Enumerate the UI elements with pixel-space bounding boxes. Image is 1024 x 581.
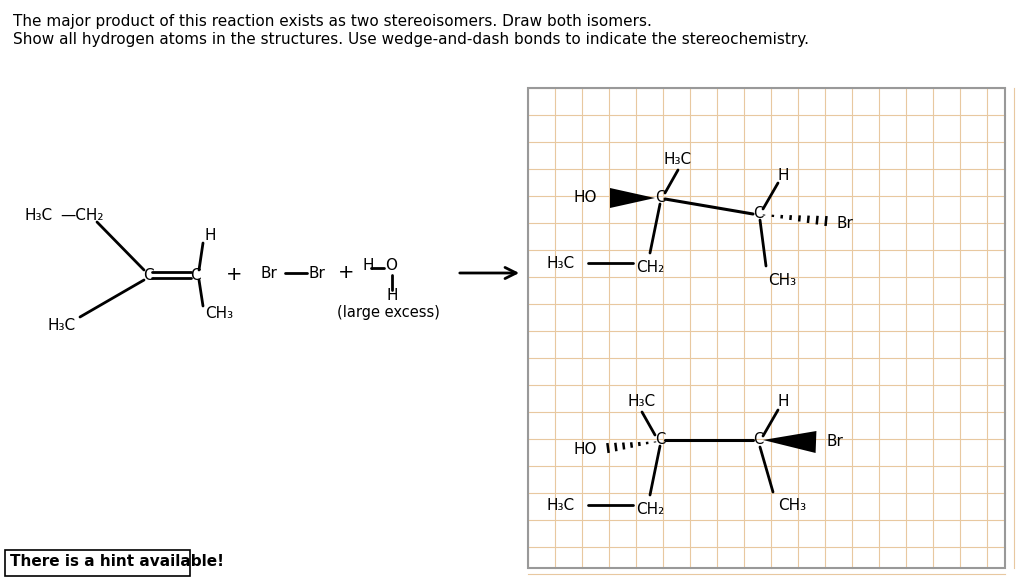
Text: H₃C: H₃C xyxy=(547,497,575,512)
Text: H: H xyxy=(777,167,788,182)
Text: HO: HO xyxy=(573,443,597,457)
Text: C: C xyxy=(655,432,666,447)
Text: H₃C: H₃C xyxy=(547,256,575,271)
Text: H: H xyxy=(205,228,216,242)
Text: CH₃: CH₃ xyxy=(768,273,796,288)
Text: CH₃: CH₃ xyxy=(205,307,233,321)
Text: —CH₂: —CH₂ xyxy=(60,207,103,223)
Text: O: O xyxy=(385,257,397,272)
Polygon shape xyxy=(610,188,655,208)
Text: CH₃: CH₃ xyxy=(778,498,806,513)
Text: (large excess): (large excess) xyxy=(337,306,439,321)
Text: There is a hint available!: There is a hint available! xyxy=(10,554,224,569)
Text: C: C xyxy=(142,267,154,282)
Text: H₃C: H₃C xyxy=(628,394,656,410)
Text: H₃C: H₃C xyxy=(25,207,53,223)
Bar xyxy=(528,88,1005,568)
Text: +: + xyxy=(338,264,354,282)
Text: H₃C: H₃C xyxy=(664,152,692,167)
Polygon shape xyxy=(763,431,816,453)
Text: Br: Br xyxy=(260,266,276,281)
Text: CH₂: CH₂ xyxy=(636,260,665,275)
Text: Br: Br xyxy=(826,435,843,450)
Text: C: C xyxy=(753,432,763,447)
Text: H₃C: H₃C xyxy=(48,317,76,332)
Text: Br: Br xyxy=(308,266,325,281)
Text: Br: Br xyxy=(836,216,853,231)
Text: H: H xyxy=(777,394,788,410)
Text: C: C xyxy=(753,206,763,221)
Text: HO: HO xyxy=(573,191,597,206)
Text: H: H xyxy=(386,289,397,303)
Text: The major product of this reaction exists as two stereoisomers. Draw both isomer: The major product of this reaction exist… xyxy=(13,14,652,29)
Text: C: C xyxy=(189,267,201,282)
Text: +: + xyxy=(225,266,243,285)
Text: CH₂: CH₂ xyxy=(636,502,665,517)
Bar xyxy=(5,550,190,576)
Text: C: C xyxy=(655,191,666,206)
Text: Show all hydrogen atoms in the structures. Use wedge-and-dash bonds to indicate : Show all hydrogen atoms in the structure… xyxy=(13,32,809,47)
Text: H: H xyxy=(362,257,375,272)
